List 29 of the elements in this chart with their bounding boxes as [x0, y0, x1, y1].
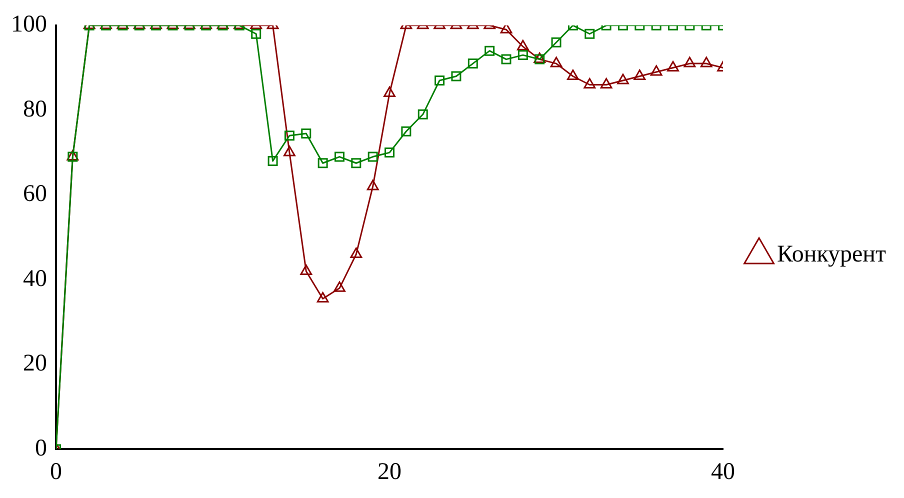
- y-tick-label: 20: [23, 350, 47, 377]
- point: [350, 248, 362, 258]
- y-tick-label: 100: [11, 12, 47, 38]
- point: [284, 130, 294, 141]
- point: [468, 58, 478, 69]
- point: [418, 109, 428, 120]
- point: [368, 152, 378, 162]
- point: [300, 264, 312, 275]
- point: [366, 180, 379, 190]
- point: [316, 292, 329, 302]
- y-tick-label: 40: [23, 266, 47, 292]
- point: [501, 54, 512, 64]
- point: [334, 281, 346, 292]
- y-tick-label: 60: [23, 181, 47, 208]
- y-tick-label: 80: [23, 96, 47, 122]
- x-tick-label: 20: [378, 458, 402, 485]
- point: [351, 158, 362, 168]
- point: [451, 71, 462, 82]
- point: [434, 76, 445, 86]
- y-tick-label: 0: [35, 435, 47, 462]
- point: [318, 158, 328, 168]
- point: [518, 50, 528, 60]
- x-tick-label: 40: [711, 458, 736, 485]
- point: [301, 128, 312, 138]
- point: [334, 152, 344, 162]
- point: [401, 126, 412, 136]
- point: [384, 148, 395, 158]
- legend-label: Конкурент: [777, 241, 887, 268]
- point: [268, 156, 278, 166]
